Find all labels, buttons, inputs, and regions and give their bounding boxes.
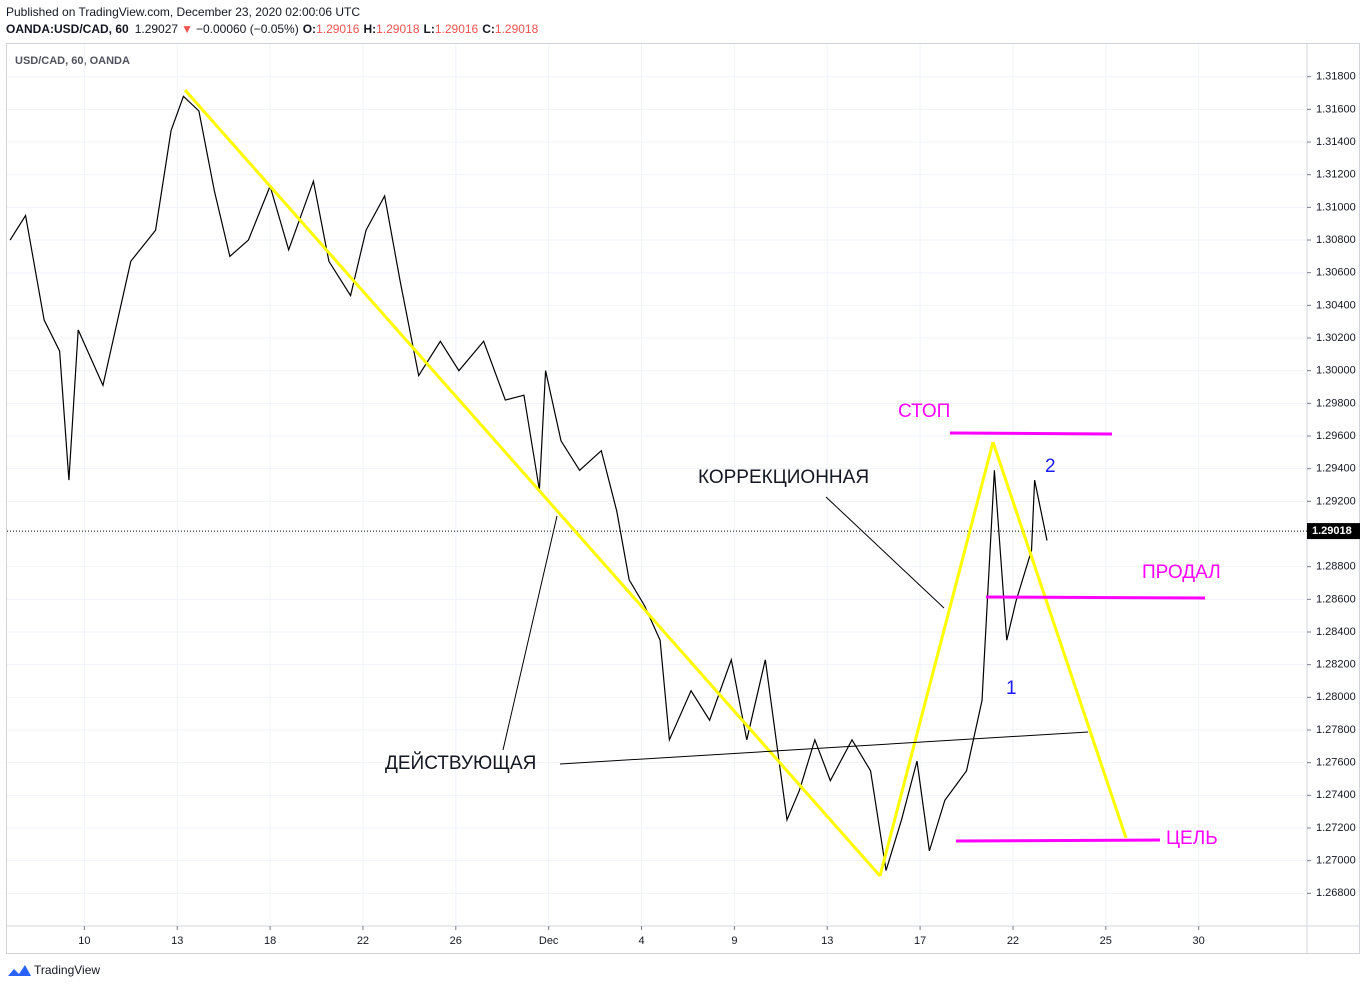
pointer-line xyxy=(559,731,1089,765)
pointer-line xyxy=(825,496,945,609)
y-tick-label: 1.29600 xyxy=(1316,430,1356,442)
chart-title: USD/CAD, 60, OANDA xyxy=(15,55,130,67)
c-label: C: xyxy=(482,22,495,36)
y-tick-label: 1.28800 xyxy=(1316,561,1356,573)
price-line xyxy=(9,95,1048,871)
annotation: СТОП xyxy=(898,401,950,422)
x-tick-label: 18 xyxy=(264,935,276,947)
symbol: OANDA:USD/CAD, 60 xyxy=(6,22,129,36)
y-tick-label: 1.31000 xyxy=(1316,201,1356,213)
x-tick-label: 30 xyxy=(1193,935,1205,947)
header-line: OANDA:USD/CAD, 60 1.29027 ▼ −0.00060 (−0.05… xyxy=(6,22,539,36)
pointer-line xyxy=(502,515,558,751)
c: 1.29018 xyxy=(495,22,539,36)
x-tick-label: 13 xyxy=(821,935,833,947)
logo xyxy=(8,965,31,976)
h-label: H: xyxy=(363,22,376,36)
y-tick-label: 1.27400 xyxy=(1316,789,1356,801)
annotations: СТОП КОРРЕКЦИОННАЯ 2 ПРОДАЛ 1 ДЕЙСТВУЮЩАЯ ЦЕЛЬ xyxy=(385,401,1221,849)
frame xyxy=(6,43,1360,954)
y-tick-label: 1.28400 xyxy=(1316,626,1356,638)
sell-line xyxy=(985,595,1206,600)
x-tick-label: 9 xyxy=(731,935,737,947)
y-tick-label: 1.28200 xyxy=(1316,659,1356,671)
x-tick-label: 25 xyxy=(1100,935,1112,947)
y-tick-label: 1.26800 xyxy=(1316,887,1356,899)
trend-line xyxy=(991,441,1128,839)
y-tick-label: 1.30400 xyxy=(1316,299,1356,311)
annotation: ЦЕЛЬ xyxy=(1166,828,1218,849)
drawings xyxy=(183,89,1206,877)
y-tick-label: 1.30800 xyxy=(1316,234,1356,246)
trend-line xyxy=(183,89,882,877)
y-tick-label: 1.31200 xyxy=(1316,169,1356,181)
h: 1.29018 xyxy=(376,22,420,36)
x-tick-label: 10 xyxy=(78,935,90,947)
x-tick-label: 13 xyxy=(171,935,183,947)
annotation: ДЕЙСТВУЮЩАЯ xyxy=(385,752,536,774)
l-label: L: xyxy=(424,22,435,36)
y-tick-label: 1.29800 xyxy=(1316,397,1356,409)
o: 1.29016 xyxy=(316,22,360,36)
trend-line xyxy=(878,441,995,877)
y-tick-label: 1.27600 xyxy=(1316,757,1356,769)
plot xyxy=(7,44,1311,930)
last-price-tag xyxy=(1307,523,1360,540)
stop-line xyxy=(949,431,1113,436)
x-tick-label: Dec xyxy=(539,935,559,947)
y-tick-label: 1.29400 xyxy=(1316,463,1356,475)
last-price-label: 1.29018 xyxy=(1312,525,1352,537)
annotation: ПРОДАЛ xyxy=(1142,562,1221,583)
y-tick-label: 1.27200 xyxy=(1316,822,1356,834)
o-label: O: xyxy=(303,22,316,36)
published: Published on TradingView.com, December 2… xyxy=(6,5,360,19)
y-tick-label: 1.28600 xyxy=(1316,593,1356,605)
y-tick-label: 1.30200 xyxy=(1316,332,1356,344)
price: 1.29027 xyxy=(135,22,179,36)
annotation: 2 xyxy=(1045,456,1056,477)
y-tick-label: 1.30000 xyxy=(1316,365,1356,377)
y-tick-label: 1.31800 xyxy=(1316,71,1356,83)
annotation: 1 xyxy=(1006,678,1017,699)
y-tick-label: 1.27000 xyxy=(1316,855,1356,867)
x-tick-label: 26 xyxy=(450,935,462,947)
y-tick-label: 1.29200 xyxy=(1316,495,1356,507)
x-tick-label: 17 xyxy=(914,935,926,947)
x-tick-label: 22 xyxy=(1007,935,1019,947)
y-tick-label: 1.31600 xyxy=(1316,103,1356,115)
target-line xyxy=(955,838,1161,843)
footer: TradingView xyxy=(34,963,100,977)
y-tick-label: 1.28000 xyxy=(1316,691,1356,703)
arrow: ▼ xyxy=(181,22,193,36)
change: −0.00060 (−0.05%) xyxy=(196,22,299,36)
x-tick-label: 4 xyxy=(638,935,644,947)
y-tick-label: 1.27800 xyxy=(1316,724,1356,736)
annotation: КОРРЕКЦИОННАЯ xyxy=(698,467,869,488)
l: 1.29016 xyxy=(435,22,479,36)
y-tick-label: 1.30600 xyxy=(1316,267,1356,279)
y-tick-label: 1.31400 xyxy=(1316,136,1356,148)
x-tick-label: 22 xyxy=(357,935,369,947)
